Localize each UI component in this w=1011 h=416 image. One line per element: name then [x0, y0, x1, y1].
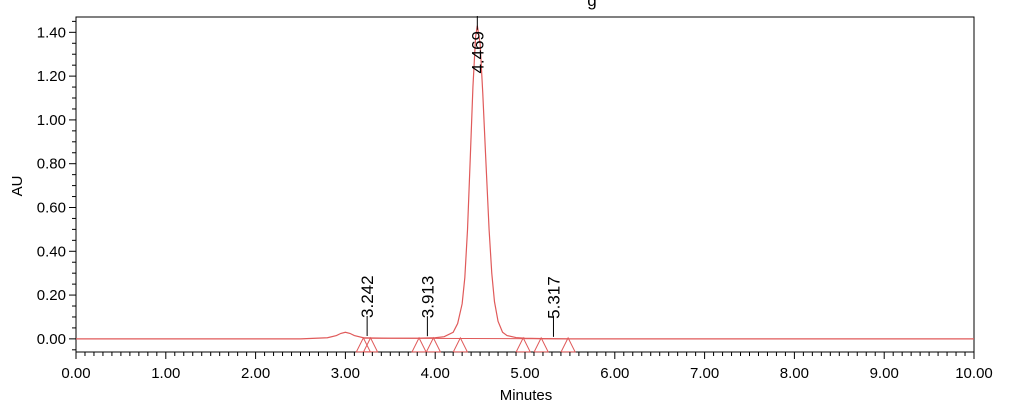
y-tick-label: 1.40 — [37, 24, 66, 41]
x-tick-label: 6.00 — [600, 365, 629, 382]
chromatogram-trace — [76, 25, 974, 340]
x-tick-label: 1.00 — [151, 365, 180, 382]
y-tick-label: 1.20 — [37, 68, 66, 85]
integration-marker — [355, 336, 372, 353]
integration-baseline — [363, 337, 569, 340]
x-tick-label: 4.00 — [421, 365, 450, 382]
plot-frame — [75, 16, 975, 353]
integration-marker — [515, 336, 532, 353]
y-tick-label: 0.40 — [37, 243, 66, 260]
peak-label: 3.242 — [358, 275, 377, 318]
x-axis-title: Minutes — [500, 387, 553, 404]
integration-marker — [362, 336, 379, 353]
x-tick-label: 10.00 — [955, 365, 993, 382]
y-tick-label: 1.00 — [37, 112, 66, 129]
chart-title: g — [587, 0, 596, 10]
x-tick-label: 5.00 — [510, 365, 539, 382]
y-tick-label: 0.00 — [37, 331, 66, 348]
x-tick-label: 3.00 — [331, 365, 360, 382]
x-tick-label: 9.00 — [870, 365, 899, 382]
y-axis-title: AU — [9, 176, 26, 197]
integration-marker — [425, 336, 442, 353]
x-tick-label: 8.00 — [780, 365, 809, 382]
y-tick-label: 0.80 — [37, 156, 66, 173]
peak-label: 3.913 — [418, 276, 437, 319]
peak-label: 5.317 — [544, 276, 563, 319]
integration-marker — [411, 336, 427, 353]
peak-label: 4.469 — [468, 31, 487, 74]
x-tick-label: 7.00 — [690, 365, 719, 382]
x-tick-label: 0.00 — [61, 365, 90, 382]
integration-marker — [560, 336, 576, 353]
y-tick-label: 0.20 — [37, 287, 66, 304]
y-tick-label: 0.60 — [37, 199, 66, 216]
integration-marker — [533, 336, 549, 353]
x-tick-label: 2.00 — [241, 365, 270, 382]
integration-marker — [452, 336, 469, 353]
